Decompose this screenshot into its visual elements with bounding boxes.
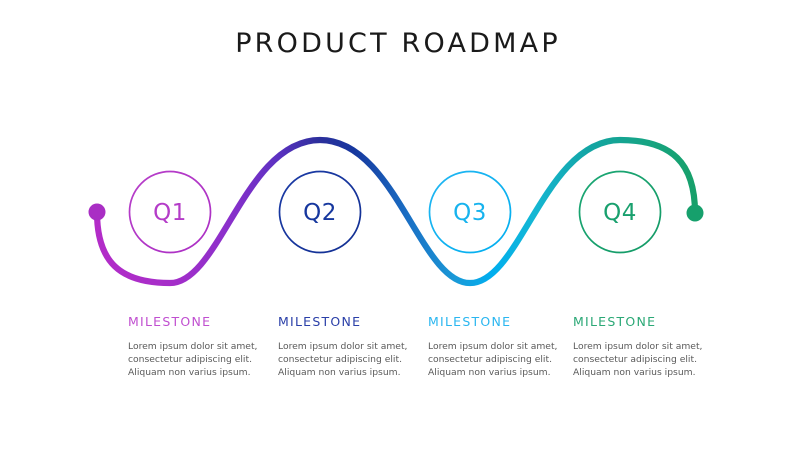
step-circle-q2[interactable] [278, 170, 362, 254]
roadmap-path [93, 136, 699, 287]
milestone-block-q2: MILESTONE Lorem ipsum dolor sit amet, co… [278, 314, 410, 380]
milestone-body: Lorem ipsum dolor sit amet, consectetur … [278, 341, 408, 379]
milestone-body: Lorem ipsum dolor sit amet, consectetur … [128, 341, 258, 379]
milestone-title: MILESTONE [428, 314, 512, 329]
roadmap-end-dot [686, 204, 704, 222]
step-circle-q3[interactable] [428, 170, 512, 254]
milestone-title: MILESTONE [573, 314, 657, 329]
page-title: PRODUCT ROADMAP [235, 28, 561, 59]
roadmap-start-dot [88, 203, 106, 221]
milestone-block-q3: MILESTONE Lorem ipsum dolor sit amet, co… [428, 314, 560, 380]
milestone-body: Lorem ipsum dolor sit amet, consectetur … [573, 341, 703, 379]
milestone-body: Lorem ipsum dolor sit amet, consectetur … [428, 341, 558, 379]
step-circle-q1[interactable] [128, 170, 212, 254]
milestone-block-q1: MILESTONE Lorem ipsum dolor sit amet, co… [128, 314, 260, 380]
milestone-title: MILESTONE [128, 314, 212, 329]
milestone-block-q4: MILESTONE Lorem ipsum dolor sit amet, co… [573, 314, 705, 380]
milestone-title: MILESTONE [278, 314, 362, 329]
step-circle-q4[interactable] [578, 170, 662, 254]
